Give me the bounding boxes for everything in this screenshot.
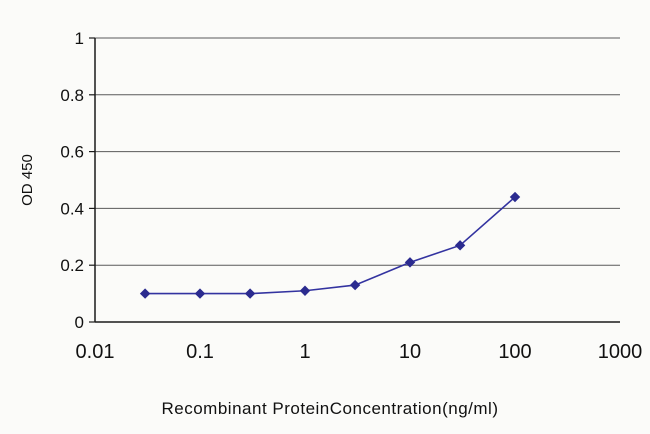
y-tick-label: 0.6 [60, 143, 84, 162]
data-point-marker [509, 191, 521, 203]
y-axis-title: OD 450 [19, 154, 36, 206]
y-tick-label: 0.4 [60, 199, 84, 218]
x-axis-title: Recombinant ProteinConcentration(ng/ml) [162, 399, 499, 418]
y-tick-label: 0 [75, 313, 84, 332]
y-tick-label: 0.8 [60, 86, 84, 105]
data-point-marker [139, 288, 151, 299]
data-line [145, 196, 516, 295]
x-tick-label: 1000 [598, 341, 643, 363]
data-point-marker [454, 240, 466, 251]
data-point-marker [244, 288, 256, 299]
x-tick-label: 100 [498, 341, 531, 363]
data-point-marker [194, 288, 206, 299]
data-point-marker [349, 279, 361, 291]
y-tick-label: 1 [75, 29, 84, 48]
x-tick-label: 0.1 [186, 341, 214, 363]
x-tick-label: 1 [299, 341, 310, 363]
x-tick-label: 10 [399, 341, 421, 363]
data-point-marker [404, 257, 416, 268]
data-point-marker [299, 285, 311, 296]
x-tick-label: 0.01 [76, 341, 115, 363]
y-tick-label: 0.2 [60, 256, 84, 275]
